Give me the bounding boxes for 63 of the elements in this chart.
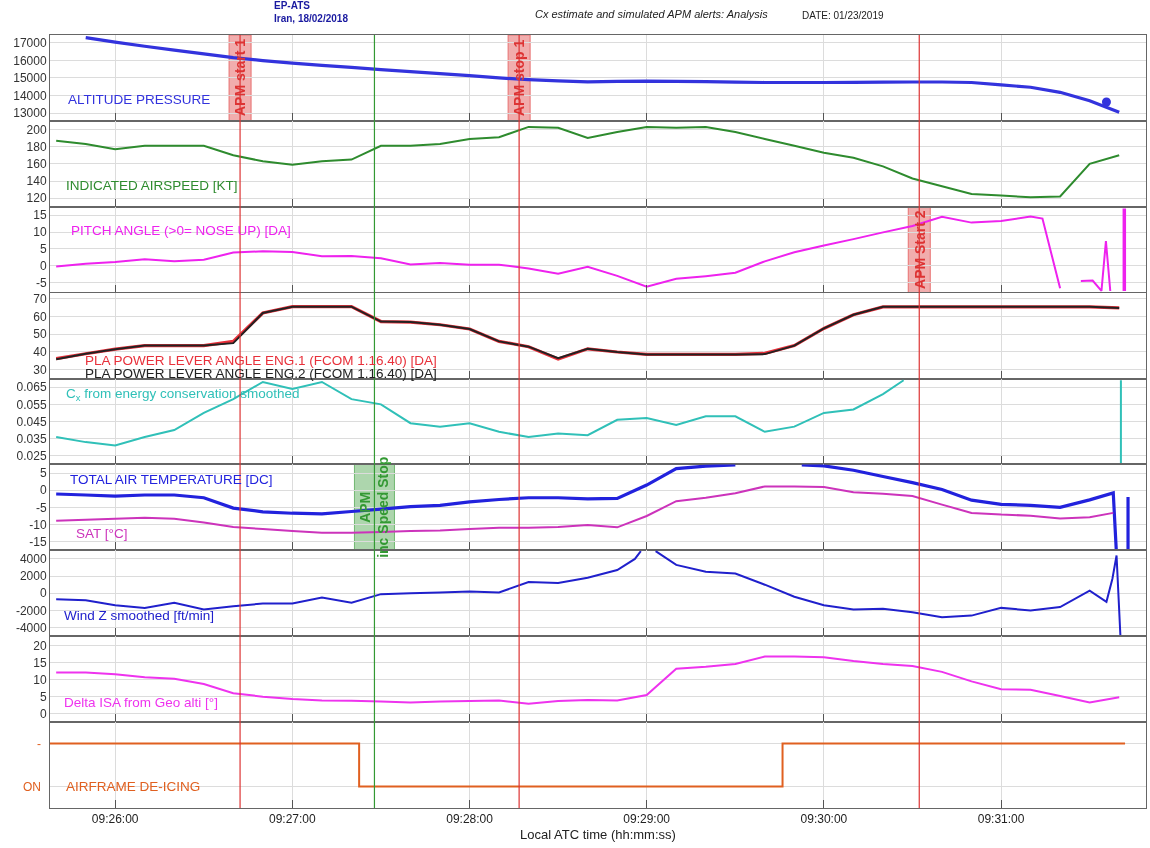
y-tick-label: 5 xyxy=(39,242,47,257)
ref-line-label: APM inc Speed Stop xyxy=(357,456,392,558)
y-tick-label: 200 xyxy=(26,122,47,137)
y-tick-label: 0.045 xyxy=(16,414,47,429)
text: Iran, 18/02/2018 xyxy=(274,13,349,24)
y-tick-label: 16000 xyxy=(13,53,47,68)
y-tick-label: 160 xyxy=(26,157,47,172)
text: - xyxy=(37,737,41,751)
y-tick-label: 10 xyxy=(33,672,47,687)
y-tick-label: 30 xyxy=(33,362,47,377)
text: AIRFRAME DE-ICING xyxy=(66,779,201,794)
y-tick-label: 15 xyxy=(33,208,47,223)
y-tick-label: 20 xyxy=(33,638,47,653)
x-tick-label: 09:27:00 xyxy=(269,812,317,827)
y-tick-label: -15 xyxy=(29,534,47,549)
chart-title: Cx estimate and simulated APM alerts: Analysis xyxy=(535,7,769,20)
y-tick-label: 120 xyxy=(26,191,47,206)
ref-line-label: APM start 1 xyxy=(232,38,249,117)
y-tick-label: 10 xyxy=(33,225,47,240)
ref-line-label: APM Start 2 xyxy=(911,210,928,289)
y-tick-label: 15 xyxy=(33,655,47,670)
y-tick-label: 70 xyxy=(33,292,47,307)
x-tick-label: 09:26:00 xyxy=(91,812,139,827)
y-tick-label: 40 xyxy=(33,345,47,360)
text: ON xyxy=(23,780,41,794)
x-tick-label: 09:29:00 xyxy=(623,812,671,827)
x-tick-label: 09:28:00 xyxy=(446,812,494,827)
series-label: SAT [°C] xyxy=(76,526,128,541)
y-tick-label: 0.025 xyxy=(16,449,47,464)
y-tick-label: -5 xyxy=(35,275,47,290)
y-tick-label: 0 xyxy=(39,483,47,498)
y-tick-label: 0 xyxy=(39,586,47,601)
y-tick-label: -5 xyxy=(35,500,47,515)
series-label: Wind Z smoothed [ft/min] xyxy=(64,608,215,623)
y-tick-label: 14000 xyxy=(13,88,47,103)
y-tick-label: 4000 xyxy=(19,552,47,567)
text: DATE: 01/23/2019 xyxy=(802,10,884,21)
text: EP-ATS xyxy=(274,0,311,11)
x-tick-label: 09:31:00 xyxy=(977,812,1025,827)
y-tick-label: 2000 xyxy=(19,569,47,584)
text: ALTITUDE PRESSURE xyxy=(68,92,211,107)
y-tick-label: -10 xyxy=(29,517,47,532)
y-tick-label: -4000 xyxy=(15,620,47,635)
series-label: INDICATED AIRSPEED [KT] xyxy=(66,178,238,193)
y-tick-label: 0.035 xyxy=(16,431,47,446)
y-tick-label: 0 xyxy=(39,258,47,273)
y-tick-label: 60 xyxy=(33,309,47,324)
x-axis-title: Local ATC time (hh:mm:ss) xyxy=(520,827,676,842)
y-tick-label: 0.065 xyxy=(16,380,47,395)
y-tick-label: 50 xyxy=(33,327,47,342)
y-tick-label: 15000 xyxy=(13,71,47,86)
y-tick-label: 0.055 xyxy=(16,397,47,412)
y-tick-label: 180 xyxy=(26,139,47,154)
y-tick-label: 13000 xyxy=(13,106,47,121)
y-tick-label: 5 xyxy=(39,689,47,704)
x-tick-label: 09:30:00 xyxy=(800,812,848,827)
y-tick-label: 5 xyxy=(39,466,47,481)
ref-line-label: APM stop 1 xyxy=(511,39,528,117)
series-label: Delta ISA from Geo alti [°] xyxy=(64,695,218,710)
y-tick-label: 0 xyxy=(39,706,47,721)
y-tick-label: -2000 xyxy=(15,603,47,618)
y-tick-label: 17000 xyxy=(13,36,47,51)
y-tick-label: 140 xyxy=(26,174,47,189)
